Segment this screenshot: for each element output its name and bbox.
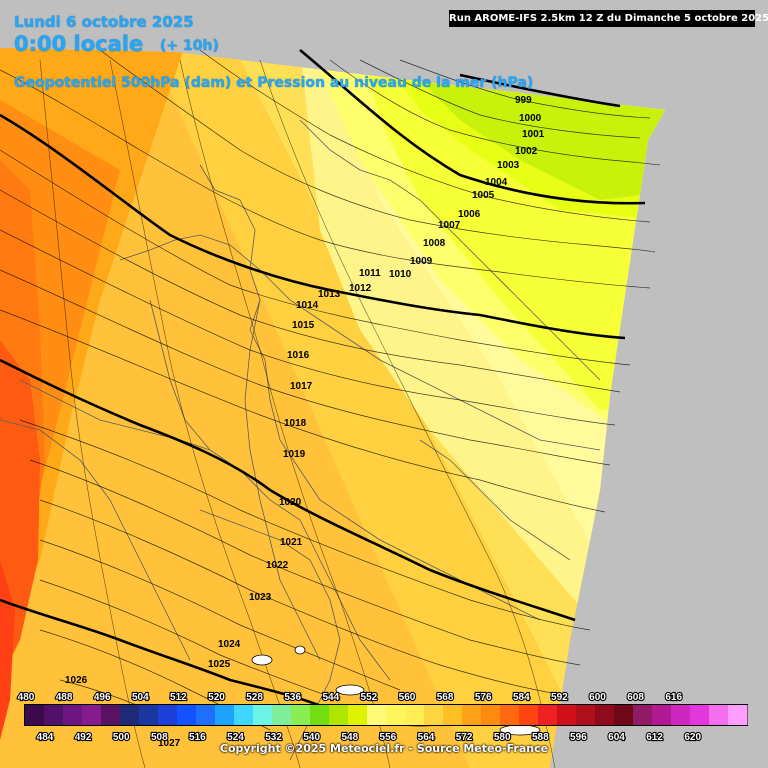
borders-and-coastlines	[0, 119, 601, 761]
isobar-label-1001: 1001	[522, 129, 545, 140]
date-title: Lundi 6 octobre 2025	[14, 13, 194, 31]
isobar-label-1007: 1007	[438, 220, 461, 231]
time-title: 0:00 locale	[14, 32, 144, 56]
isobar-label-1008: 1008	[423, 238, 446, 249]
run-info-box: Run AROME-IFS 2.5km 12 Z du Dimanche 5 o…	[449, 10, 768, 27]
isobar-label-1009: 1009	[410, 256, 433, 267]
lead-time: (+ 10h)	[160, 38, 219, 54]
isobar-label-1004: 1004	[485, 177, 508, 188]
isobar-label-1019: 1019	[283, 449, 306, 460]
isobar-label-1011: 1011	[359, 268, 381, 279]
copyright-text: Copyright ©2025 Meteociel.fr - Source Me…	[219, 742, 549, 755]
isobar-label-1012: 1012	[349, 283, 372, 294]
thin-isobars	[0, 49, 661, 731]
isobar-label-1026: 1026	[65, 675, 88, 686]
isobar-label-1022: 1022	[266, 560, 289, 571]
isobar-label-1003: 1003	[497, 160, 520, 171]
isobar-label-1020: 1020	[279, 497, 302, 508]
isobar-label-1000: 1000	[519, 113, 542, 124]
geopotential-contours	[39, 59, 556, 768]
isobar-label-1006: 1006	[458, 209, 481, 220]
isobar-label-1027: 1027	[158, 738, 181, 749]
isobar-label-1002: 1002	[515, 146, 538, 157]
isobar-label-1015: 1015	[292, 320, 315, 331]
isobar-label-1024: 1024	[218, 639, 241, 650]
isobar-label-1016: 1016	[287, 350, 310, 361]
thick-isobars	[0, 49, 646, 712]
isobar-label-1010: 1010	[389, 269, 412, 280]
isobar-label-1013: 1013	[318, 289, 341, 300]
field-title: Geopotentiel 500hPa (dam) et Pression au…	[14, 75, 534, 91]
isobar-label-1014: 1014	[296, 300, 319, 311]
isobar-label-1025: 1025	[208, 659, 231, 670]
isobar-label-1021: 1021	[280, 537, 303, 548]
isobar-label-1005: 1005	[472, 190, 495, 201]
isobar-label-1023: 1023	[249, 592, 272, 603]
isobar-label-1017: 1017	[290, 381, 313, 392]
isobar-label-999: 999	[515, 95, 532, 106]
isobar-label-1018: 1018	[284, 418, 307, 429]
